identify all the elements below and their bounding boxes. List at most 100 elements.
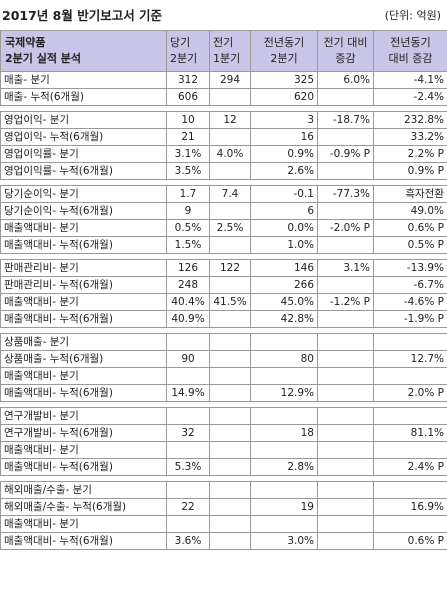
year-ago-cell [250,367,318,385]
qoq-change-cell: -2.0% P [317,219,374,237]
header-c1-line1: 당기 [170,36,191,49]
header-c4-line2: 증감 [335,52,356,65]
yoy-change-cell: 2.2% P [373,145,447,163]
table-row: 매출액대비- 분기 [0,515,447,533]
current-quarter-cell: 3.1% [166,145,210,163]
qoq-change-cell [317,162,374,180]
previous-quarter-cell [209,515,251,533]
year-ago-cell: 16 [250,128,318,146]
header-c3-line1: 전년동기 [263,36,305,49]
header-c5-line2: 대비 증감 [388,52,433,65]
row-label: 매출액대비- 분기 [0,515,167,533]
qoq-change-cell [317,515,374,533]
row-label: 매출액대비- 분기 [0,367,167,385]
unit-label: (단위: 억원) [384,9,441,22]
header-company-line2: 2분기 실적 분석 [5,52,82,65]
previous-quarter-cell: 12 [209,111,251,129]
previous-quarter-cell: 294 [209,71,251,89]
previous-quarter-cell [209,532,251,550]
current-quarter-cell: 10 [166,111,210,129]
current-quarter-cell: 126 [166,259,210,277]
year-ago-cell: 42.8% [250,310,318,328]
qoq-change-cell [317,367,374,385]
table-row: 매출액대비- 누적(6개월) 40.9% 42.8% -1.9% P [0,310,447,328]
row-label: 매출액대비- 누적(6개월) [0,458,167,476]
current-quarter-cell: 21 [166,128,210,146]
yoy-change-cell: 49.0% [373,202,447,220]
previous-quarter-cell [209,458,251,476]
yoy-change-cell: 12.7% [373,350,447,368]
yoy-change-cell: 232.8% [373,111,447,129]
yoy-change-cell: 흑자전환 [373,185,447,203]
yoy-change-cell: 0.5% P [373,236,447,254]
current-quarter-cell: 40.4% [166,293,210,311]
table-row: 매출액대비- 분기 [0,367,447,385]
yoy-change-cell: -13.9% [373,259,447,277]
yoy-change-cell [373,333,447,351]
yoy-change-cell: 81.1% [373,424,447,442]
qoq-change-cell [317,350,374,368]
row-label: 매출액대비- 누적(6개월) [0,384,167,402]
current-quarter-cell: 14.9% [166,384,210,402]
table-row: 판매관리비- 분기 126 122 146 3.1% -13.9% [0,259,447,277]
table-row: 해외매출/수출- 분기 [0,481,447,499]
table-row: 영업이익- 누적(6개월) 21 16 33.2% [0,128,447,146]
year-ago-cell: 3.0% [250,532,318,550]
year-ago-cell: 45.0% [250,293,318,311]
row-label: 상품매출- 분기 [0,333,167,351]
row-label: 영업이익- 누적(6개월) [0,128,167,146]
current-quarter-cell: 1.5% [166,236,210,254]
row-label: 연구개발비- 분기 [0,407,167,425]
year-ago-cell [250,407,318,425]
current-quarter-cell [166,481,210,499]
earnings-table: 국제약품 2분기 실적 분석 당기 2분기 전기 1분기 전년동기 2분기 전기… [0,30,447,550]
previous-quarter-cell [209,481,251,499]
current-quarter-cell [166,515,210,533]
previous-quarter-cell [209,128,251,146]
qoq-change-cell [317,532,374,550]
year-ago-cell: -0.1 [250,185,318,203]
yoy-change-cell: 0.6% P [373,219,447,237]
header-c2-line2: 1분기 [213,52,241,65]
header-c3-line2: 2분기 [270,52,298,65]
table-row: 매출액대비- 누적(6개월) 1.5% 1.0% 0.5% P [0,236,447,254]
previous-quarter-cell [209,333,251,351]
year-ago-cell: 0.0% [250,219,318,237]
year-ago-cell: 19 [250,498,318,516]
year-ago-cell: 80 [250,350,318,368]
row-label: 매출- 누적(6개월) [0,88,167,106]
qoq-change-cell [317,498,374,516]
row-label: 당기순이익- 누적(6개월) [0,202,167,220]
year-ago-cell [250,441,318,459]
previous-quarter-cell: 4.0% [209,145,251,163]
previous-quarter-cell [209,88,251,106]
current-quarter-cell: 40.9% [166,310,210,328]
yoy-change-cell: 2.4% P [373,458,447,476]
qoq-change-cell [317,128,374,146]
header-previous-quarter: 전기 1분기 [209,30,251,72]
previous-quarter-cell [209,498,251,516]
previous-quarter-cell [209,367,251,385]
yoy-change-cell: -4.1% [373,71,447,89]
row-label: 매출액대비- 분기 [0,219,167,237]
yoy-change-cell [373,441,447,459]
table-row: 영업이익- 분기 10 12 3 -18.7% 232.8% [0,111,447,129]
current-quarter-cell: 1.7 [166,185,210,203]
previous-quarter-cell: 122 [209,259,251,277]
qoq-change-cell [317,407,374,425]
previous-quarter-cell [209,424,251,442]
current-quarter-cell: 0.5% [166,219,210,237]
header-company-line1: 국제약품 [5,36,46,49]
table-row: 상품매출- 누적(6개월) 90 80 12.7% [0,350,447,368]
table-row: 매출액대비- 분기 [0,441,447,459]
table-row: 매출액대비- 누적(6개월) 14.9% 12.9% 2.0% P [0,384,447,402]
current-quarter-cell: 9 [166,202,210,220]
current-quarter-cell: 22 [166,498,210,516]
qoq-change-cell: 3.1% [317,259,374,277]
table-row: 매출- 누적(6개월) 606 620 -2.4% [0,88,447,106]
qoq-change-cell: -77.3% [317,185,374,203]
current-quarter-cell: 3.6% [166,532,210,550]
row-label: 영업이익- 분기 [0,111,167,129]
table-row: 영업이익률- 분기 3.1% 4.0% 0.9% -0.9% P 2.2% P [0,145,447,163]
previous-quarter-cell [209,236,251,254]
